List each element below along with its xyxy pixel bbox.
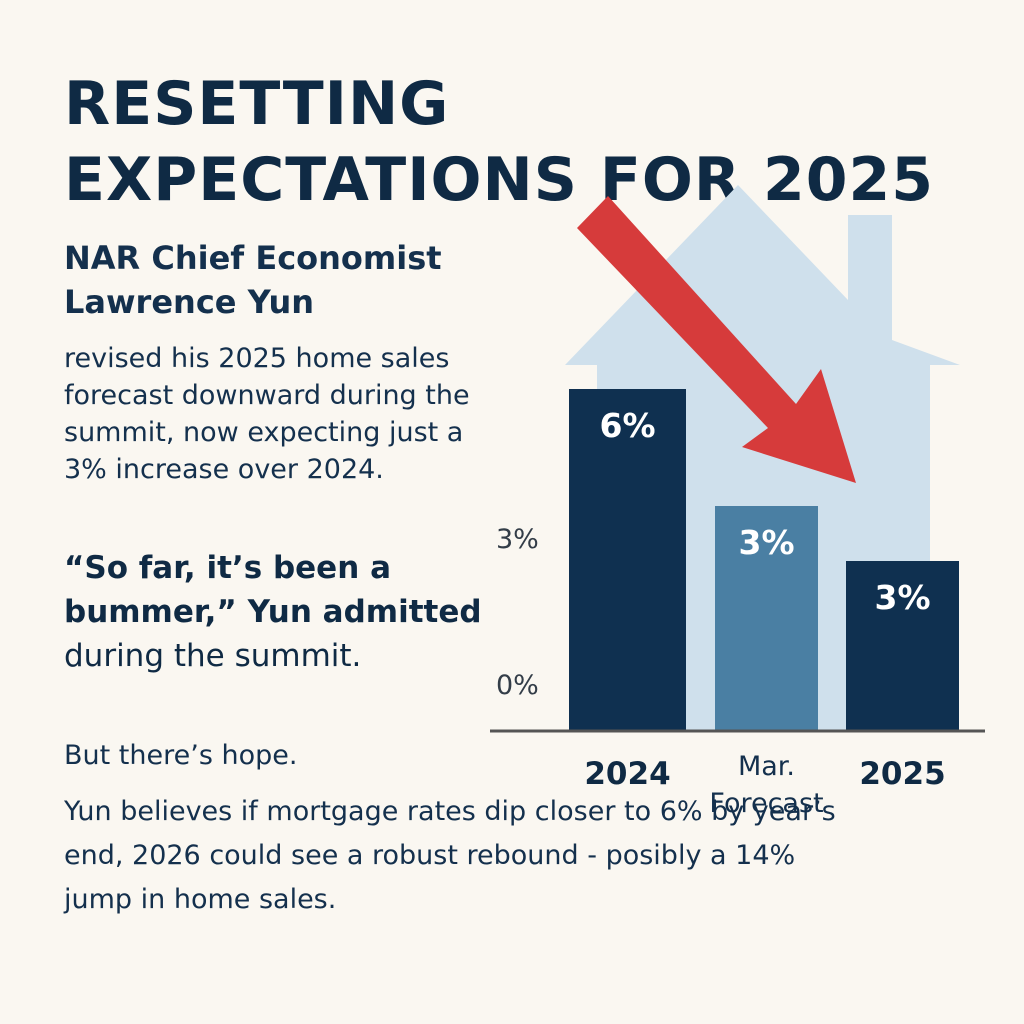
category-label-2: Mar. Forecast <box>709 751 823 819</box>
economist-subhead: NAR Chief Economist Lawrence Yun <box>64 239 442 321</box>
quote-bold: “So far, it’s been a bummer,” Yun admitt… <box>64 550 482 630</box>
category-label-1: 2024 <box>584 756 670 792</box>
down-arrow-icon <box>577 196 856 483</box>
quote-rest: during the summit. <box>64 638 362 674</box>
y-axis-ticks: 0% 3% <box>496 524 539 701</box>
bar-value-label-2: 3% <box>738 523 794 562</box>
rebound-outlook: Yun believes if mortgage rates dip close… <box>64 796 836 915</box>
bars-layer: 6% 3% 3% <box>569 389 959 730</box>
bar-1 <box>569 389 686 730</box>
y-tick-label-2: 3% <box>496 524 539 555</box>
yun-quote: “So far, it’s been a bummer,” Yun admitt… <box>64 546 504 678</box>
page-title: RESETTING EXPECTATIONS FOR 2025 <box>64 69 934 215</box>
category-labels: 2024 Mar. Forecast 2025 <box>584 751 945 819</box>
y-tick-label-1: 0% <box>496 670 539 701</box>
bar-3 <box>846 561 959 730</box>
bar-2 <box>715 506 818 730</box>
category-label-3: 2025 <box>859 756 945 792</box>
bar-value-label-1: 6% <box>599 406 655 445</box>
bar-value-label-3: 3% <box>874 578 930 617</box>
hope-line: But there’s hope. <box>64 740 298 771</box>
forecast-description: revised his 2025 home sales forecast dow… <box>64 343 470 485</box>
